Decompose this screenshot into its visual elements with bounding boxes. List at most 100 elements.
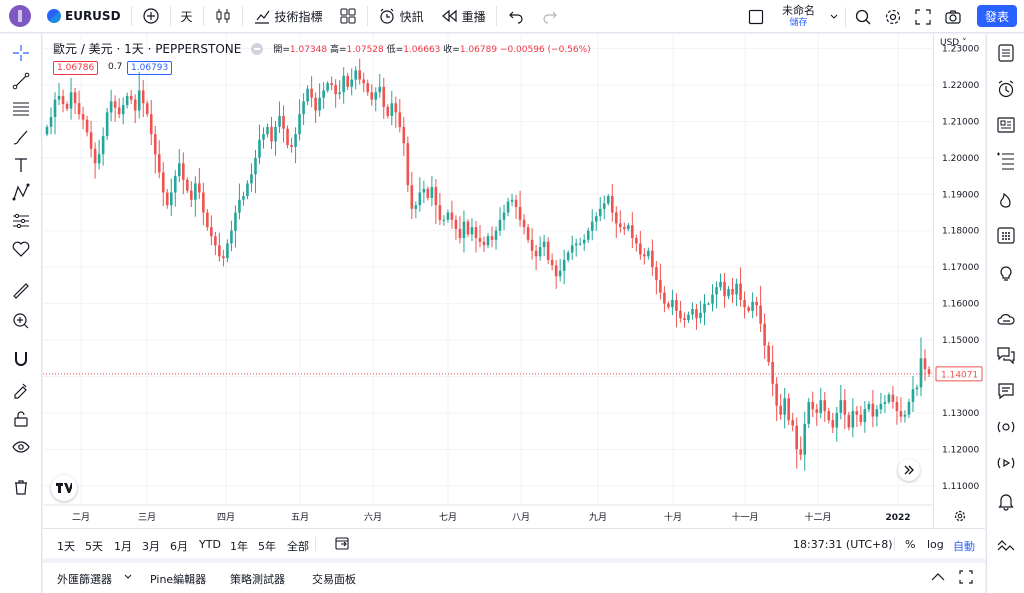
- fullscreen-button[interactable]: [908, 0, 938, 33]
- candles-icon: [216, 9, 230, 23]
- collapse-panel-button[interactable]: [930, 570, 946, 587]
- undo-button[interactable]: [499, 0, 533, 33]
- zoom-in-icon[interactable]: [10, 310, 32, 332]
- tab-forex-screener[interactable]: 外匯篩選器: [57, 573, 112, 586]
- range-5y[interactable]: 5年: [258, 540, 276, 553]
- compare-add-button[interactable]: [134, 0, 168, 33]
- publish-button[interactable]: 發表: [977, 5, 1017, 27]
- news-icon[interactable]: [995, 114, 1017, 136]
- candle-body: [494, 230, 498, 240]
- fib-retracement-icon[interactable]: [10, 98, 32, 120]
- layout-name-button[interactable]: 未命名 儲存: [772, 0, 825, 33]
- range-1y[interactable]: 1年: [230, 540, 248, 553]
- range-3m[interactable]: 3月: [142, 540, 160, 553]
- snapshot-button[interactable]: [938, 0, 968, 33]
- candle-body: [542, 241, 546, 248]
- crosshair-icon[interactable]: [10, 42, 32, 64]
- tradingview-logo[interactable]: [51, 475, 77, 501]
- buy-price-box[interactable]: 1.06793: [127, 61, 173, 75]
- candle-body: [202, 192, 205, 213]
- trash-icon[interactable]: [10, 476, 32, 498]
- ruler-icon[interactable]: [10, 280, 32, 302]
- symbol-search-button[interactable]: EURUSD: [39, 0, 129, 33]
- candle-body: [186, 179, 189, 191]
- eye-icon[interactable]: [10, 436, 32, 458]
- candle-body: [322, 90, 325, 98]
- templates-button[interactable]: [331, 0, 365, 33]
- layout-menu-button[interactable]: [825, 0, 843, 33]
- search-button[interactable]: [848, 0, 878, 33]
- unlock-icon[interactable]: [10, 408, 32, 430]
- hotlist-flame-icon[interactable]: [995, 188, 1017, 210]
- notifications-bell-icon[interactable]: [995, 490, 1017, 512]
- messages-icon[interactable]: [995, 380, 1017, 402]
- text-tool-icon[interactable]: [10, 154, 32, 176]
- tab-strategy-tester[interactable]: 策略測試器: [230, 573, 285, 586]
- candle-body: [226, 243, 229, 259]
- streams-cloud-icon[interactable]: [995, 308, 1017, 330]
- candle-body: [851, 411, 855, 428]
- tab-trading-panel[interactable]: 交易面板: [312, 573, 356, 586]
- divider: [130, 6, 132, 26]
- alarm-icon[interactable]: [995, 78, 1017, 100]
- price-tick-label: 1.12000: [942, 445, 979, 455]
- log-toggle[interactable]: log: [927, 538, 944, 551]
- prediction-icon[interactable]: [10, 210, 32, 232]
- interval-button[interactable]: 天: [173, 0, 201, 33]
- drawing-toolbar: [0, 34, 42, 593]
- candlestick-chart[interactable]: 二月 三月 四月 五月 六月 七月 八月 九月 十月 十一月 十二月 2022: [43, 34, 933, 528]
- indicators-button[interactable]: 技術指標: [245, 0, 331, 33]
- alert-button[interactable]: 快訊: [370, 0, 432, 33]
- user-avatar[interactable]: [9, 5, 31, 27]
- range-ytd[interactable]: YTD: [199, 538, 221, 551]
- lock-drawing-icon[interactable]: [10, 378, 32, 400]
- candle-body: [867, 403, 871, 410]
- candle-body: [647, 250, 650, 257]
- trend-line-icon[interactable]: [10, 70, 32, 92]
- candle-body: [743, 299, 746, 308]
- range-6m[interactable]: 6月: [170, 540, 188, 553]
- range-1d[interactable]: 1天: [57, 540, 75, 553]
- chart-pane[interactable]: 二月 三月 四月 五月 六月 七月 八月 九月 十月 十一月 十二月 2022 歐元 / 美元 · 1…: [43, 34, 985, 528]
- data-window-icon[interactable]: [995, 536, 1017, 558]
- layout-select-button[interactable]: [740, 0, 772, 33]
- calendar-icon[interactable]: [995, 224, 1017, 246]
- streams-play-icon[interactable]: [995, 452, 1017, 474]
- tab-pine-editor[interactable]: Pine編輯器: [150, 573, 207, 586]
- redo-button[interactable]: [533, 0, 567, 33]
- go-to-date-button[interactable]: [334, 535, 350, 554]
- range-1m[interactable]: 1月: [114, 540, 132, 553]
- spread-label: 0.7: [105, 61, 125, 73]
- scroll-to-realtime-button[interactable]: [898, 459, 920, 481]
- magnet-icon[interactable]: [10, 348, 32, 370]
- sell-price-box[interactable]: 1.06786: [53, 61, 99, 75]
- brush-icon[interactable]: [10, 126, 32, 148]
- percent-toggle[interactable]: %: [905, 538, 916, 551]
- candle-body: [691, 309, 694, 315]
- last-price-label: 1.14071: [941, 370, 978, 380]
- currency-selector[interactable]: USD ˅: [940, 38, 967, 48]
- screener-chevron-icon[interactable]: [123, 572, 133, 585]
- range-5d[interactable]: 5天: [85, 540, 103, 553]
- pattern-icon[interactable]: [10, 182, 32, 204]
- price-tick-label: 1.22000: [942, 81, 979, 91]
- heart-icon[interactable]: [10, 238, 32, 260]
- watchlist-icon[interactable]: [995, 42, 1017, 64]
- price-axis[interactable]: 1.23000 1.22000 1.21000 1.20000 1.19000 1.180…: [933, 34, 985, 528]
- add-list-icon[interactable]: [995, 150, 1017, 172]
- broadcast-icon[interactable]: [995, 416, 1017, 438]
- ideas-lightbulb-icon[interactable]: [995, 262, 1017, 284]
- chart-type-button[interactable]: [206, 0, 240, 33]
- candle-body: [759, 305, 762, 324]
- maximize-panel-button[interactable]: [959, 570, 973, 587]
- timezone-clock[interactable]: 18:37:31 (UTC+8): [793, 538, 893, 551]
- chats-icon[interactable]: [995, 344, 1017, 366]
- range-all[interactable]: 全部: [287, 540, 309, 553]
- chart-settings-gear-icon[interactable]: [954, 510, 966, 522]
- legend-collapse-icon[interactable]: [251, 42, 264, 55]
- right-tool-group: 未命名 儲存: [740, 0, 968, 33]
- auto-scale-toggle[interactable]: 自動: [953, 540, 975, 553]
- candle-body: [462, 221, 466, 239]
- settings-button[interactable]: [878, 0, 908, 33]
- replay-button[interactable]: 重播: [432, 0, 494, 33]
